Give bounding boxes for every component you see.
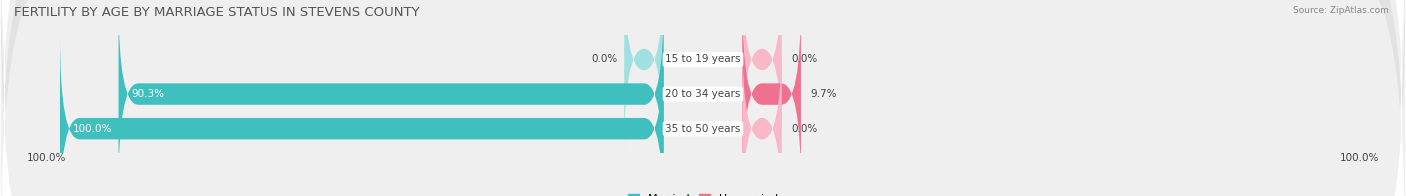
Text: Source: ZipAtlas.com: Source: ZipAtlas.com xyxy=(1294,6,1389,15)
Legend: Married, Unmarried: Married, Unmarried xyxy=(623,189,783,196)
Text: 20 to 34 years: 20 to 34 years xyxy=(665,89,741,99)
FancyBboxPatch shape xyxy=(742,36,782,196)
Text: 0.0%: 0.0% xyxy=(792,124,818,134)
Text: 100.0%: 100.0% xyxy=(27,153,66,163)
FancyBboxPatch shape xyxy=(624,0,664,152)
Text: 0.0%: 0.0% xyxy=(792,54,818,64)
Text: 15 to 19 years: 15 to 19 years xyxy=(665,54,741,64)
Text: 0.0%: 0.0% xyxy=(592,54,617,64)
Text: 9.7%: 9.7% xyxy=(811,89,837,99)
FancyBboxPatch shape xyxy=(118,1,664,187)
FancyBboxPatch shape xyxy=(60,36,664,196)
Text: 35 to 50 years: 35 to 50 years xyxy=(665,124,741,134)
FancyBboxPatch shape xyxy=(742,0,782,152)
Text: 90.3%: 90.3% xyxy=(132,89,165,99)
Text: 100.0%: 100.0% xyxy=(73,124,112,134)
Text: 100.0%: 100.0% xyxy=(1340,153,1379,163)
Text: FERTILITY BY AGE BY MARRIAGE STATUS IN STEVENS COUNTY: FERTILITY BY AGE BY MARRIAGE STATUS IN S… xyxy=(14,6,419,19)
FancyBboxPatch shape xyxy=(742,1,801,187)
